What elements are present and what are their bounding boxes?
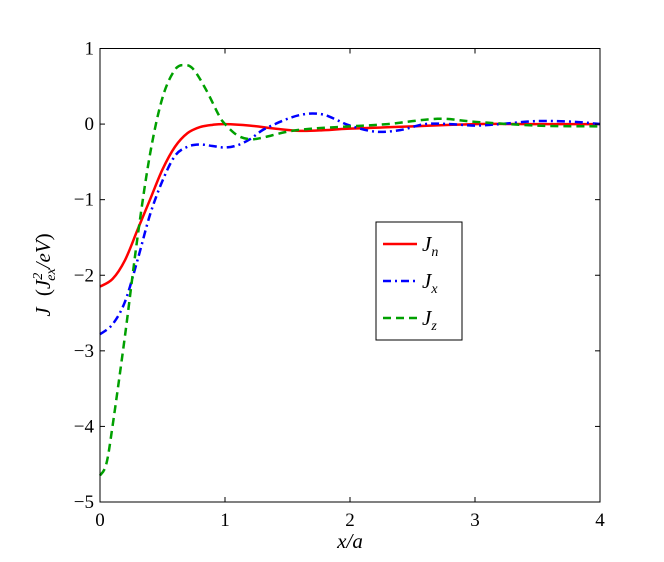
y-label-rest: /eV <box>31 238 55 269</box>
legend-label-n: Jn <box>422 232 438 260</box>
svg-text:J (J2ex/eV): J (J2ex/eV) <box>31 233 59 316</box>
y-label-main: J <box>31 306 55 317</box>
y-label-sub: ex <box>44 268 59 281</box>
y-tick-label: −4 <box>74 416 95 437</box>
legend-label-x: Jx <box>422 269 438 297</box>
axes-box <box>99 48 601 503</box>
ticks: 0 1 2 3 4 1 0 −1 −2 −3 −4 −5 <box>74 39 605 532</box>
x-tick-label: 2 <box>345 510 355 531</box>
y-label-sup: 2 <box>31 273 46 280</box>
y-tick-label: 0 <box>85 114 95 135</box>
x-tick-label: 4 <box>595 510 605 531</box>
series-layer <box>98 63 601 477</box>
x-tick-label: 0 <box>95 510 105 531</box>
legend-label-z: Jz <box>422 306 437 334</box>
x-tick-label: 1 <box>220 510 230 531</box>
y-label-paren-close: ) <box>31 233 55 240</box>
x-axis-label: x/a <box>336 529 363 553</box>
y-axis-label: J (J2ex/eV) <box>31 233 59 316</box>
y-tick-label: −3 <box>74 341 94 362</box>
y-tick-label: −2 <box>74 265 94 286</box>
x-tick-label: 3 <box>470 510 480 531</box>
legend: Jn Jx Jz <box>375 221 463 341</box>
series-line-z <box>98 63 601 477</box>
y-label-paren: ( <box>31 289 55 296</box>
y-tick-label: 1 <box>85 39 95 60</box>
series-line-n <box>99 122 600 288</box>
series-line-x <box>99 112 601 336</box>
y-label-j: J <box>31 278 55 289</box>
y-tick-label: −5 <box>74 492 94 513</box>
y-tick-label: −1 <box>74 190 94 211</box>
